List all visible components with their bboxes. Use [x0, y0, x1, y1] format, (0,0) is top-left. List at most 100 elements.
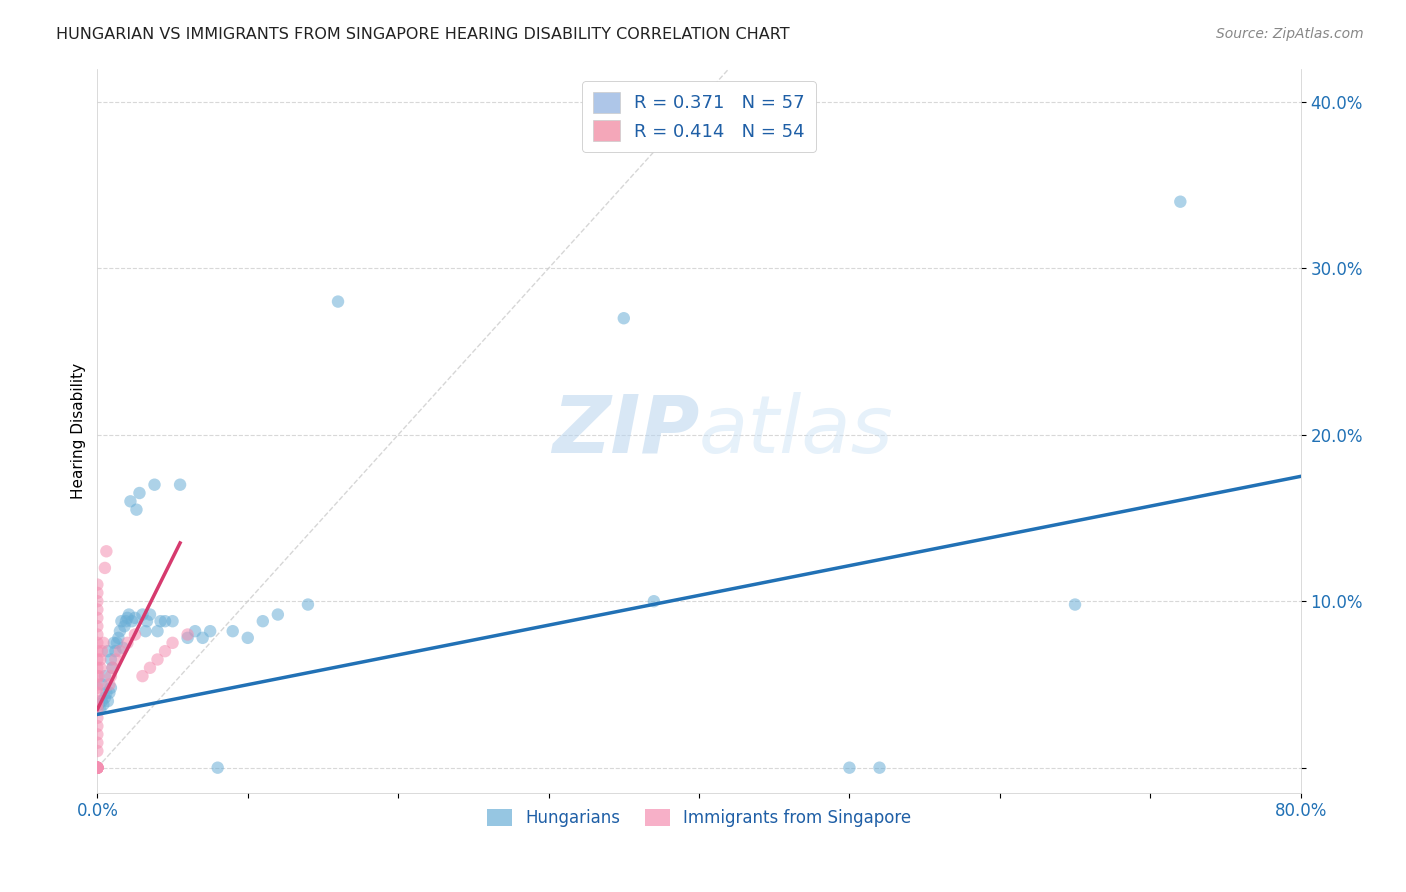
Point: [90, 644, 112, 658]
Point: [110, 614, 132, 628]
Point: [105, 636, 128, 650]
Point: [236, 631, 259, 645]
Point: [86, 711, 108, 725]
Y-axis label: Hearing Disability: Hearing Disability: [72, 362, 86, 499]
Point: [162, 636, 184, 650]
Point: [108, 644, 131, 658]
Point: [267, 607, 290, 622]
Point: [86, 761, 108, 775]
Point: [100, 652, 122, 666]
Point: [86, 761, 108, 775]
Point: [115, 614, 138, 628]
Point: [125, 502, 148, 516]
Point: [222, 624, 245, 639]
Point: [94, 690, 117, 705]
Point: [162, 614, 184, 628]
Point: [118, 607, 141, 622]
Point: [207, 761, 229, 775]
Point: [146, 624, 169, 639]
Point: [643, 594, 665, 608]
Point: [86, 736, 108, 750]
Point: [107, 631, 129, 645]
Point: [111, 640, 134, 655]
Point: [326, 294, 349, 309]
Point: [101, 661, 124, 675]
Point: [89, 702, 111, 716]
Point: [86, 727, 108, 741]
Point: [101, 661, 124, 675]
Point: [86, 644, 108, 658]
Point: [86, 744, 108, 758]
Point: [128, 486, 150, 500]
Point: [153, 614, 176, 628]
Text: atlas: atlas: [699, 392, 894, 469]
Point: [86, 577, 108, 591]
Point: [86, 761, 108, 775]
Point: [86, 702, 108, 716]
Point: [100, 669, 122, 683]
Point: [90, 677, 112, 691]
Point: [94, 669, 117, 683]
Point: [93, 698, 115, 712]
Point: [86, 611, 108, 625]
Point: [191, 631, 214, 645]
Point: [89, 652, 111, 666]
Point: [90, 694, 112, 708]
Point: [97, 644, 120, 658]
Point: [86, 681, 108, 695]
Point: [86, 761, 108, 775]
Point: [87, 669, 110, 683]
Point: [117, 636, 139, 650]
Point: [86, 761, 108, 775]
Point: [124, 627, 146, 641]
Point: [98, 686, 121, 700]
Point: [146, 652, 169, 666]
Point: [297, 598, 319, 612]
Point: [100, 681, 122, 695]
Point: [136, 614, 159, 628]
Point: [93, 636, 115, 650]
Point: [86, 761, 108, 775]
Text: Source: ZipAtlas.com: Source: ZipAtlas.com: [1216, 27, 1364, 41]
Point: [139, 661, 162, 675]
Point: [94, 561, 117, 575]
Point: [86, 761, 108, 775]
Point: [131, 607, 153, 622]
Point: [86, 677, 108, 691]
Point: [86, 619, 108, 633]
Point: [86, 661, 108, 675]
Point: [124, 611, 146, 625]
Point: [1064, 598, 1087, 612]
Text: HUNGARIAN VS IMMIGRANTS FROM SINGAPORE HEARING DISABILITY CORRELATION CHART: HUNGARIAN VS IMMIGRANTS FROM SINGAPORE H…: [56, 27, 790, 42]
Point: [97, 694, 120, 708]
Point: [108, 624, 131, 639]
Point: [104, 652, 127, 666]
Point: [134, 624, 156, 639]
Point: [86, 761, 108, 775]
Point: [198, 624, 221, 639]
Point: [96, 686, 118, 700]
Point: [86, 698, 108, 712]
Point: [86, 594, 108, 608]
Point: [121, 614, 143, 628]
Point: [86, 686, 108, 700]
Point: [112, 619, 135, 633]
Point: [176, 631, 198, 645]
Point: [613, 311, 636, 326]
Point: [176, 627, 198, 641]
Point: [86, 761, 108, 775]
Point: [86, 761, 108, 775]
Point: [86, 694, 108, 708]
Point: [139, 607, 162, 622]
Legend: Hungarians, Immigrants from Singapore: Hungarians, Immigrants from Singapore: [478, 800, 920, 835]
Point: [120, 494, 142, 508]
Text: ZIP: ZIP: [551, 392, 699, 469]
Point: [86, 669, 108, 683]
Point: [86, 627, 108, 641]
Point: [838, 761, 860, 775]
Point: [1168, 194, 1191, 209]
Point: [103, 636, 125, 650]
Point: [98, 677, 121, 691]
Point: [131, 669, 153, 683]
Point: [86, 719, 108, 733]
